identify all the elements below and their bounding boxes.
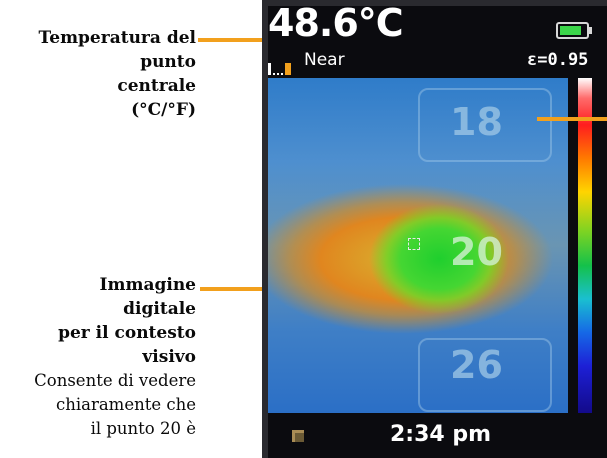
- screen-frame-top: [262, 0, 607, 6]
- focus-distance-icon: [268, 56, 293, 75]
- tag-box-bottom: [418, 338, 552, 412]
- gallery-icon[interactable]: [292, 430, 304, 442]
- center-temp-callout-line1: Temperatura del: [38, 28, 196, 48]
- battery-level-fill: [560, 26, 582, 35]
- scale-leader: [537, 117, 607, 121]
- tag-label-bottom: 26: [450, 343, 503, 387]
- digital-image-callout: Immagine digitale per il contesto visivo…: [0, 273, 196, 441]
- center-temp-leader: [198, 38, 262, 42]
- center-temp-callout-line4: (°C/°F): [131, 100, 196, 120]
- battery-icon: [556, 22, 592, 39]
- digital-image-callout-line4: visivo: [142, 347, 196, 367]
- center-temp-callout: Temperatura del punto centrale (°C/°F): [0, 26, 196, 122]
- digital-image-desc3: il punto 20 è: [90, 419, 196, 438]
- emissivity-label: ε=0.95: [527, 50, 589, 70]
- digital-image-desc1: Consente di vedere: [34, 371, 196, 390]
- color-scale-bar: [578, 78, 592, 413]
- center-temperature-readout: 48.6°C: [268, 1, 404, 45]
- tag-label-middle: 20: [450, 230, 503, 274]
- device-screen: 48.6°C Near ε=0.95 18 20 26 2:34 pm: [262, 0, 607, 458]
- center-temp-callout-line2: punto: [140, 52, 196, 72]
- tag-box-top: [418, 88, 552, 162]
- thermal-image: 18 20 26: [268, 78, 568, 413]
- digital-image-callout-line1: Immagine: [99, 275, 196, 295]
- center-temp-callout-line3: centrale: [117, 76, 196, 96]
- digital-image-callout-line2: digitale: [123, 299, 196, 319]
- digital-image-callout-line3: per il contesto: [58, 323, 196, 343]
- screen-frame-left: [262, 0, 268, 458]
- time-display: 2:34 pm: [390, 422, 492, 447]
- focus-mode-label: Near: [304, 50, 345, 70]
- center-crosshair: [408, 238, 420, 250]
- digital-image-desc2: chiaramente che: [55, 395, 196, 414]
- tag-label-top: 18: [450, 100, 503, 144]
